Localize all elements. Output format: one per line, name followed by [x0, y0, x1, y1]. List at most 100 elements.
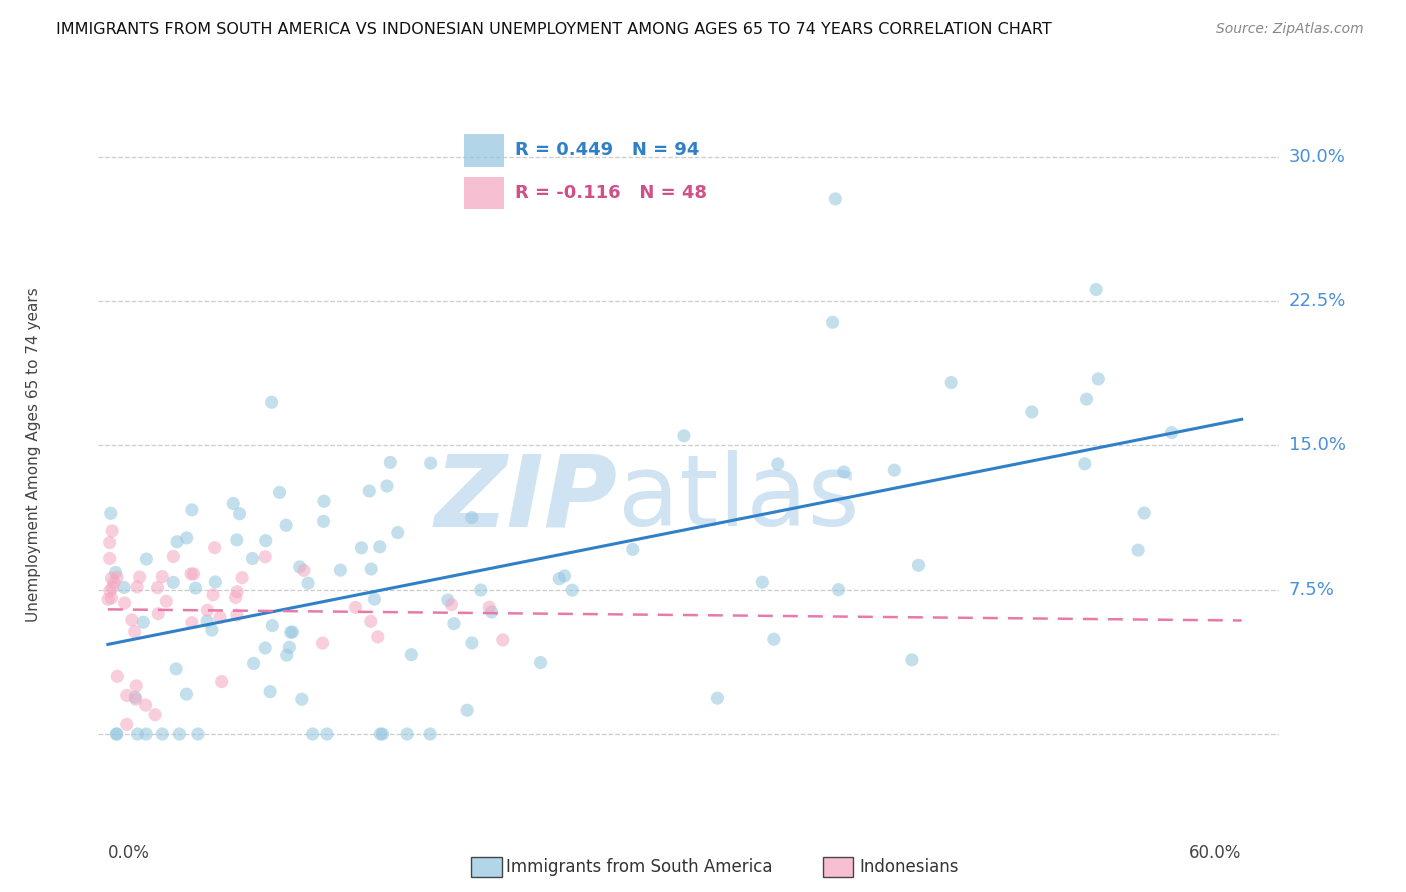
Point	[100, 571, 122, 585]
Point	[114, 596, 136, 610]
Point	[121, 613, 143, 627]
Point	[360, 615, 382, 629]
Point	[344, 600, 367, 615]
Text: Indonesians: Indonesians	[859, 858, 959, 876]
Point	[278, 640, 301, 655]
Point	[941, 376, 963, 390]
Point	[211, 674, 233, 689]
Point	[329, 563, 352, 577]
Point	[1021, 405, 1043, 419]
Point	[101, 581, 124, 595]
Point	[202, 588, 225, 602]
Point	[1074, 457, 1097, 471]
Point	[529, 656, 551, 670]
Point	[135, 552, 157, 566]
Text: Source: ZipAtlas.com: Source: ZipAtlas.com	[1216, 22, 1364, 37]
Point	[100, 506, 122, 520]
Point	[105, 727, 128, 741]
Point	[135, 727, 157, 741]
Text: Unemployment Among Ages 65 to 74 years: Unemployment Among Ages 65 to 74 years	[25, 287, 41, 623]
Point	[201, 623, 224, 637]
Point	[1126, 543, 1149, 558]
Point	[311, 636, 333, 650]
Point	[297, 576, 319, 591]
Point	[231, 571, 253, 585]
Point	[1133, 506, 1156, 520]
Point	[225, 533, 247, 547]
Bar	[464, 178, 503, 210]
Point	[419, 456, 441, 470]
Point	[901, 653, 924, 667]
Point	[125, 692, 148, 706]
Point	[827, 582, 849, 597]
Point	[162, 549, 184, 564]
Point	[481, 605, 503, 619]
Point	[195, 614, 218, 628]
Point	[1076, 392, 1098, 406]
Point	[766, 457, 789, 471]
Point	[98, 535, 121, 549]
Point	[103, 575, 125, 590]
Text: 60.0%: 60.0%	[1189, 844, 1241, 862]
Bar	[464, 135, 503, 167]
Point	[824, 192, 846, 206]
Point	[1087, 372, 1109, 386]
Point	[437, 593, 460, 607]
Point	[492, 632, 515, 647]
Point	[204, 541, 226, 555]
Text: 0.0%: 0.0%	[108, 844, 150, 862]
Point	[359, 483, 381, 498]
Point	[226, 608, 249, 623]
Text: 7.5%: 7.5%	[1289, 581, 1334, 599]
Point	[291, 692, 314, 706]
Point	[440, 598, 463, 612]
Point	[155, 594, 177, 608]
Point	[162, 575, 184, 590]
Point	[128, 570, 150, 584]
Point	[276, 518, 298, 533]
Point	[443, 616, 465, 631]
Point	[146, 581, 169, 595]
Text: Immigrants from South America: Immigrants from South America	[506, 858, 773, 876]
Point	[115, 717, 138, 731]
Point	[105, 669, 128, 683]
Point	[132, 615, 155, 630]
Text: 15.0%: 15.0%	[1289, 436, 1346, 454]
Point	[184, 581, 207, 595]
Point	[907, 558, 929, 573]
Point	[706, 691, 728, 706]
Point	[419, 727, 441, 741]
Point	[180, 566, 202, 581]
Point	[105, 727, 128, 741]
Point	[98, 551, 121, 566]
Point	[762, 632, 785, 647]
Point	[370, 727, 392, 741]
Point	[292, 563, 315, 577]
Point	[821, 315, 844, 329]
Point	[115, 689, 138, 703]
Point	[301, 727, 323, 741]
Point	[380, 455, 402, 469]
Point	[259, 684, 281, 698]
Point	[387, 525, 409, 540]
Point	[226, 584, 249, 599]
Point	[260, 395, 283, 409]
Point	[371, 727, 394, 741]
Point	[281, 625, 304, 640]
Point	[368, 540, 391, 554]
Point	[262, 618, 284, 632]
Point	[165, 662, 187, 676]
Point	[176, 687, 198, 701]
Point	[288, 560, 311, 574]
Point	[350, 541, 373, 555]
Point	[883, 463, 905, 477]
Text: R = 0.449   N = 94: R = 0.449 N = 94	[515, 142, 699, 160]
Point	[124, 690, 146, 705]
Point	[166, 534, 188, 549]
Point	[97, 592, 120, 607]
Text: 22.5%: 22.5%	[1289, 292, 1347, 310]
Point	[150, 569, 173, 583]
Text: R = -0.116   N = 48: R = -0.116 N = 48	[515, 184, 707, 202]
Point	[312, 514, 335, 528]
Text: atlas: atlas	[619, 450, 859, 548]
